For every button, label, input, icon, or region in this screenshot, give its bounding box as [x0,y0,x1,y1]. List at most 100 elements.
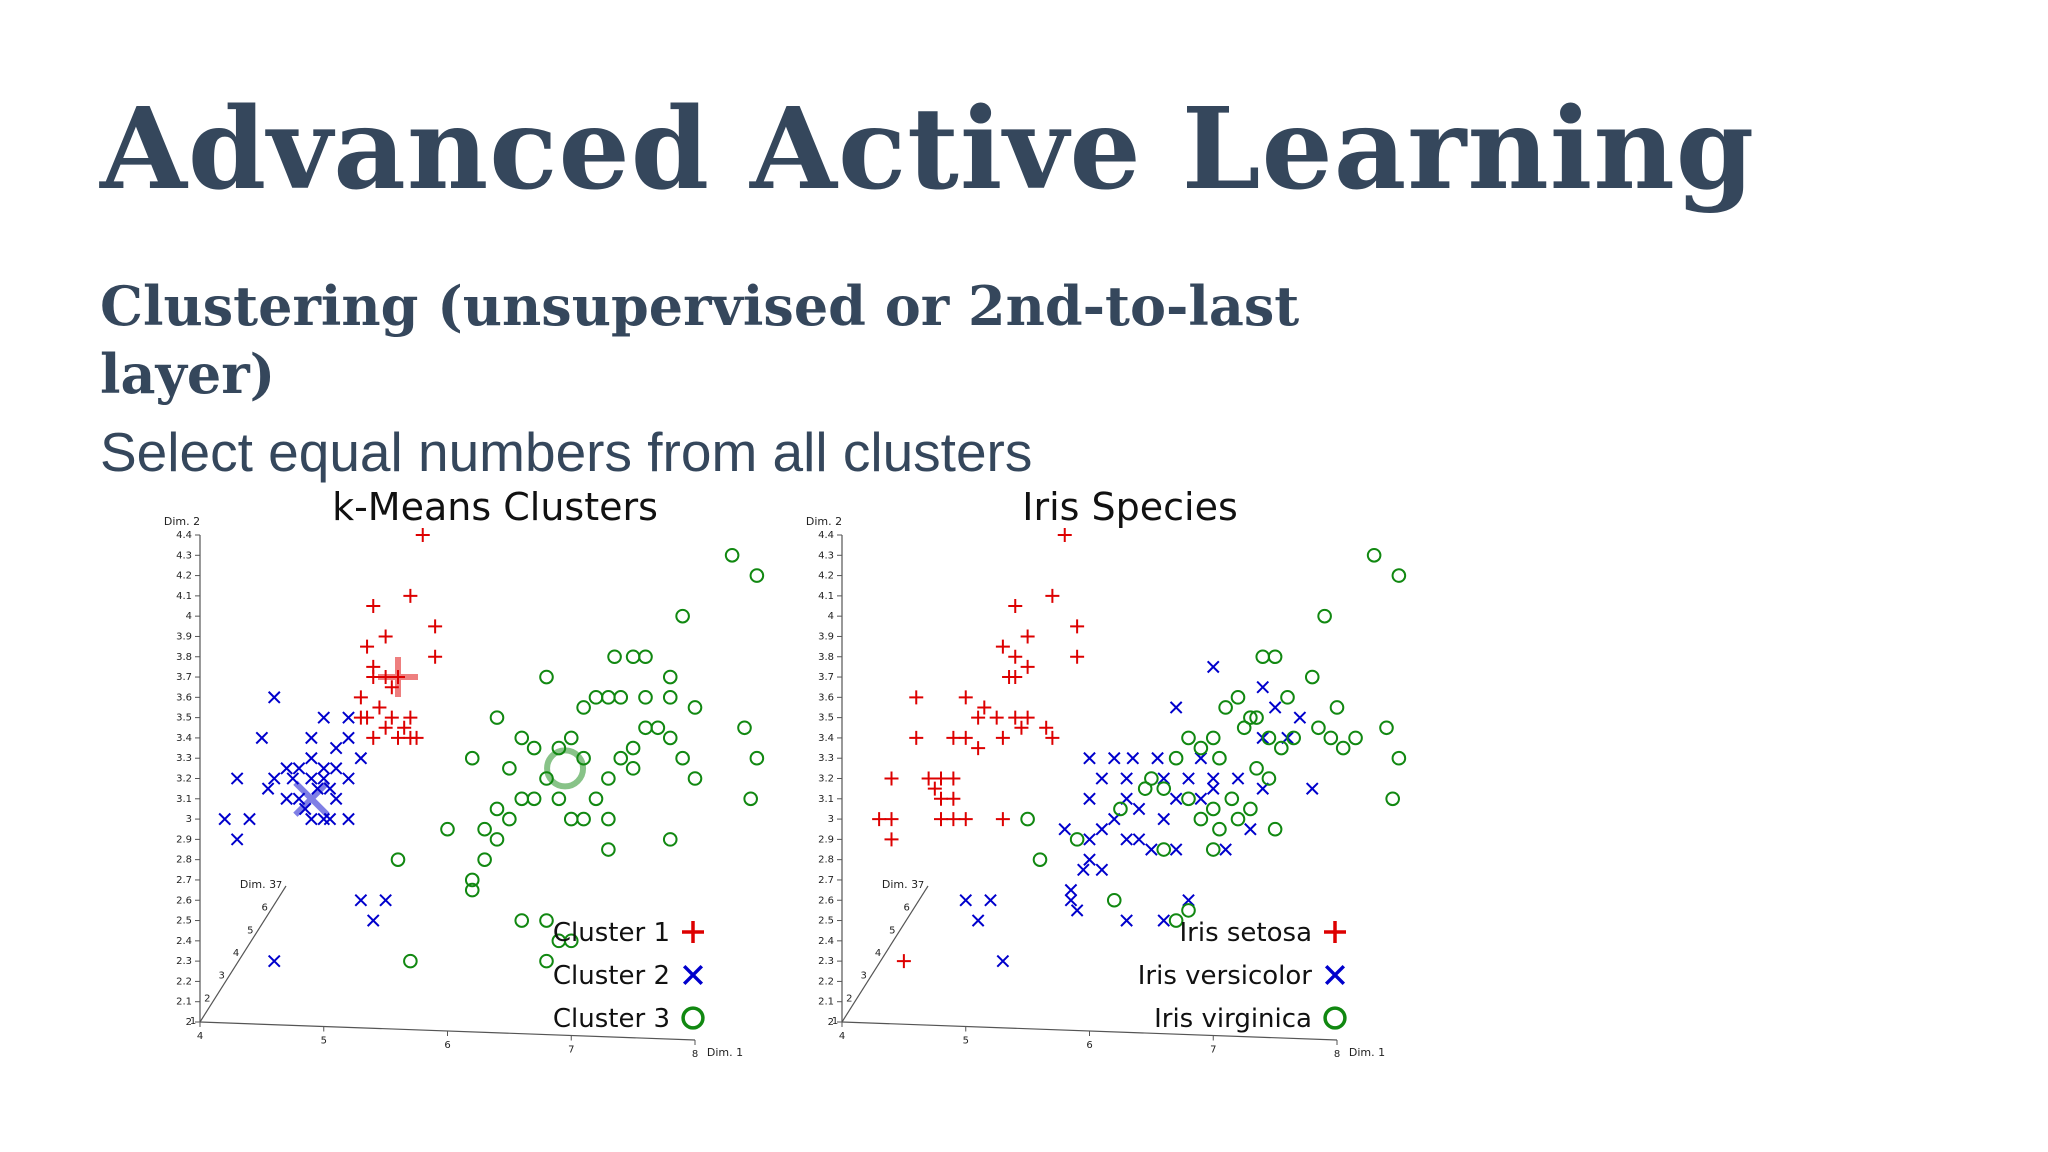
data-point [1083,853,1096,866]
data-point [1274,740,1289,756]
data-point [1224,791,1240,807]
z-tick-label: 2 [204,993,210,1004]
y-tick-label: 3.8 [176,652,192,663]
y-tick-label: 2.9 [818,834,834,845]
x-tick-label: 4 [197,1031,203,1042]
x-axis-label: Dim. 1 [707,1046,743,1059]
data-point [329,741,343,755]
data-point [1169,701,1183,714]
y-tick-label: 3.7 [818,672,834,683]
data-point [909,730,924,745]
data-point [588,791,604,807]
data-point [1008,710,1023,725]
y-tick-label: 4 [828,611,834,622]
scatter-figure: k-Means Clusters 2 2.1 2.2 2.3 2.4 2.5 2.6 2.7 2.… [164,490,1407,1060]
data-point [1244,822,1257,836]
data-point [576,811,591,827]
y-tick-label: 3.9 [176,631,192,642]
data-point [1045,588,1060,603]
y-tick-label: 2.5 [818,916,834,927]
data-point [687,771,703,786]
data-point [403,710,418,725]
y-tick-label: 3.7 [176,672,192,683]
legend-label: Iris versicolor [1138,961,1313,991]
data-point [1243,801,1258,817]
data-point [958,690,973,705]
data-point [1261,771,1277,786]
y-axis-label: Dim. 2 [806,515,842,528]
data-point [1095,772,1109,785]
y-tick-label: 3.8 [818,652,834,663]
legend-label: Iris setosa [1179,918,1312,948]
data-point [1286,730,1301,746]
y-tick-label: 2.4 [818,936,834,947]
series-3 [1020,547,1407,928]
y-tick-label: 3.3 [176,753,192,764]
data-point [428,649,443,664]
data-point [329,762,343,775]
data-point [1045,730,1060,745]
data-point [415,528,430,542]
data-point [514,913,530,928]
data-point [1057,528,1072,542]
chart-title: Iris Species [1022,490,1238,529]
data-point [625,740,641,756]
data-point [1113,801,1128,817]
z-tick-label: 5 [247,925,253,936]
data-point [502,761,517,776]
z-tick-label: 1 [832,1016,838,1027]
data-point [1205,801,1221,817]
data-point [1267,649,1283,665]
data-point [1249,710,1264,725]
data-point [1236,720,1252,736]
data-point [638,690,653,705]
data-point [1083,833,1096,846]
x-tick-label: 6 [1086,1040,1092,1051]
z-tick-label: 3 [218,971,224,982]
data-point [403,953,418,969]
data-point [366,914,380,927]
z-tick-label: 6 [261,903,267,914]
data-point [305,812,318,826]
y-tick-label: 2.3 [818,956,834,967]
y-tick-label: 3.1 [176,794,192,805]
data-point [896,954,911,969]
data-point [675,750,690,766]
y-tick-label: 2 [828,1017,834,1028]
data-point [1231,772,1245,785]
data-point [372,700,387,715]
data-point [1095,822,1109,836]
data-point [1255,649,1271,665]
data-point [1385,791,1400,807]
data-point [563,933,579,949]
data-point [743,791,758,807]
data-point [946,791,961,806]
data-point [1219,843,1232,856]
cluster-centroid [378,657,418,698]
data-point [1194,751,1208,765]
y-axis-label: Dim. 2 [164,515,200,528]
data-point [1064,883,1078,897]
chart-title: k-Means Clusters [332,490,658,529]
data-point [255,731,269,745]
data-point [563,730,579,746]
data-point [1193,811,1209,827]
data-point [650,720,666,736]
y-tick-label: 4 [186,611,192,622]
data-point [724,547,740,563]
data-point [280,762,293,775]
data-point [1305,782,1319,795]
data-point [317,772,331,785]
data-point [230,833,244,846]
data-point [514,730,530,746]
data-point [267,772,281,785]
data-point [971,741,986,756]
data-point [934,791,948,806]
x-tick-label: 8 [692,1049,698,1060]
data-point [884,812,899,827]
y-tick-label: 4.3 [818,550,834,561]
data-point [464,872,480,888]
cluster-centroid [293,780,330,817]
data-point [1070,619,1085,634]
data-point [1206,772,1220,785]
